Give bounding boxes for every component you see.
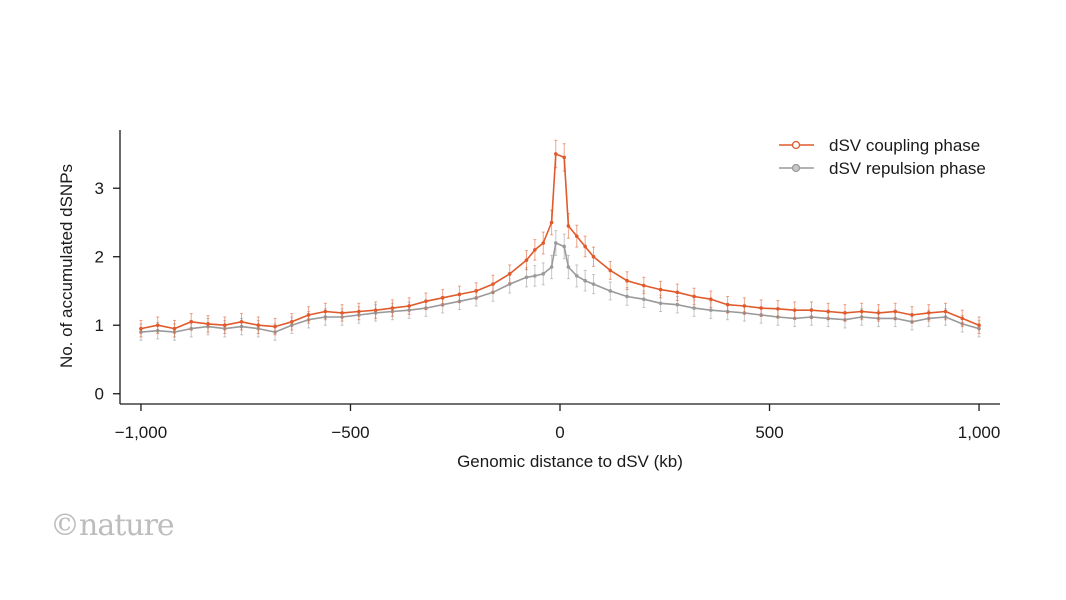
data-point-coupling [742,304,747,308]
data-point-coupling [759,306,763,310]
data-point-coupling [574,234,579,238]
data-point-coupling [533,248,537,252]
data-point-coupling [977,323,981,328]
legend: dSV coupling phase dSV repulsion phase [779,136,986,178]
data-point-coupling [390,306,395,310]
data-point-coupling [357,309,361,314]
data-point-coupling [566,224,571,228]
data-point-coupling [340,311,344,315]
series-layer [139,139,981,341]
data-point-coupling [658,287,663,292]
data-point-coupling [290,320,294,324]
data-point-coupling [675,290,680,295]
data-point-coupling [507,272,512,276]
data-point-repulsion [642,297,646,301]
data-point-repulsion [574,274,579,278]
data-point-coupling [172,326,177,331]
data-point-coupling [625,278,629,283]
data-point-repulsion [541,272,546,276]
data-point-repulsion [549,265,554,269]
legend-marker-coupling [791,140,801,150]
data-point-coupling [876,311,881,315]
data-point-coupling [524,258,529,262]
x-tick-label: 0 [555,423,564,442]
data-point-coupling [809,308,814,312]
data-point-coupling [491,282,495,286]
y-tick-label: 2 [95,248,104,267]
data-point-coupling [407,304,411,308]
data-point-repulsion [625,294,629,299]
data-point-coupling [139,326,143,331]
data-point-coupling [910,313,914,317]
data-point-repulsion [591,282,596,286]
data-point-repulsion [554,241,558,245]
series-coupling [139,139,981,338]
data-point-coupling [206,322,210,326]
legend-label-coupling: dSV coupling phase [829,136,980,155]
legend-marker-repulsion [791,163,801,173]
data-point-coupling [562,155,566,160]
data-point-coupling [960,316,965,321]
data-point-coupling [943,309,948,314]
data-point-repulsion [583,278,587,283]
data-point-repulsion [533,274,537,278]
series-line-repulsion [140,242,980,333]
series-line-coupling [140,153,980,330]
data-point-repulsion [562,244,566,249]
data-point-coupling [826,309,830,314]
data-point-coupling [440,296,445,300]
data-point-coupling [709,297,713,301]
data-point-coupling [474,289,478,293]
data-point-coupling [239,320,244,324]
data-point-repulsion [566,265,571,269]
data-point-coupling [549,220,554,225]
data-point-coupling [189,320,194,324]
data-point-coupling [541,241,546,245]
data-point-coupling [583,244,587,249]
y-tick-label: 3 [95,179,104,198]
data-point-coupling [608,268,613,273]
data-point-coupling [893,309,898,314]
data-point-coupling [323,309,328,314]
data-point-coupling [926,311,931,315]
data-point-repulsion [608,289,613,293]
data-point-coupling [792,308,797,312]
data-point-repulsion [692,306,696,310]
x-axis-title: Genomic distance to dSV (kb) [457,452,683,471]
y-ticks: 0 1 2 3 [95,179,120,404]
x-tick-label: 1,000 [958,423,1001,442]
x-ticks: −1,000 −500 0 500 1,000 [115,404,1001,442]
x-tick-label: 500 [755,423,783,442]
nature-watermark: ©nature [50,508,175,543]
data-point-coupling [273,324,277,329]
y-tick-label: 1 [95,316,104,335]
data-point-coupling [554,152,558,156]
data-point-coupling [591,254,596,259]
data-point-coupling [859,309,864,314]
data-point-coupling [725,302,730,307]
data-point-coupling [373,308,378,312]
data-point-coupling [155,323,160,328]
x-tick-label: −1,000 [115,423,167,442]
data-point-repulsion [709,308,713,312]
data-point-coupling [692,294,696,299]
legend-label-repulsion: dSV repulsion phase [829,159,986,178]
data-point-coupling [306,313,311,317]
y-axis-title: No. of accumulated dSNPs [57,164,76,368]
data-point-coupling [256,323,261,328]
data-point-coupling [642,283,646,288]
y-tick-label: 0 [95,385,104,404]
data-point-coupling [843,311,847,315]
data-point-coupling [222,323,227,328]
x-tick-label: −500 [331,423,369,442]
series-repulsion [139,230,981,341]
data-point-repulsion [675,302,680,307]
data-point-coupling [424,299,428,304]
data-point-repulsion [658,301,663,306]
data-point-coupling [457,292,462,297]
data-point-repulsion [524,275,529,280]
data-point-coupling [776,306,780,311]
